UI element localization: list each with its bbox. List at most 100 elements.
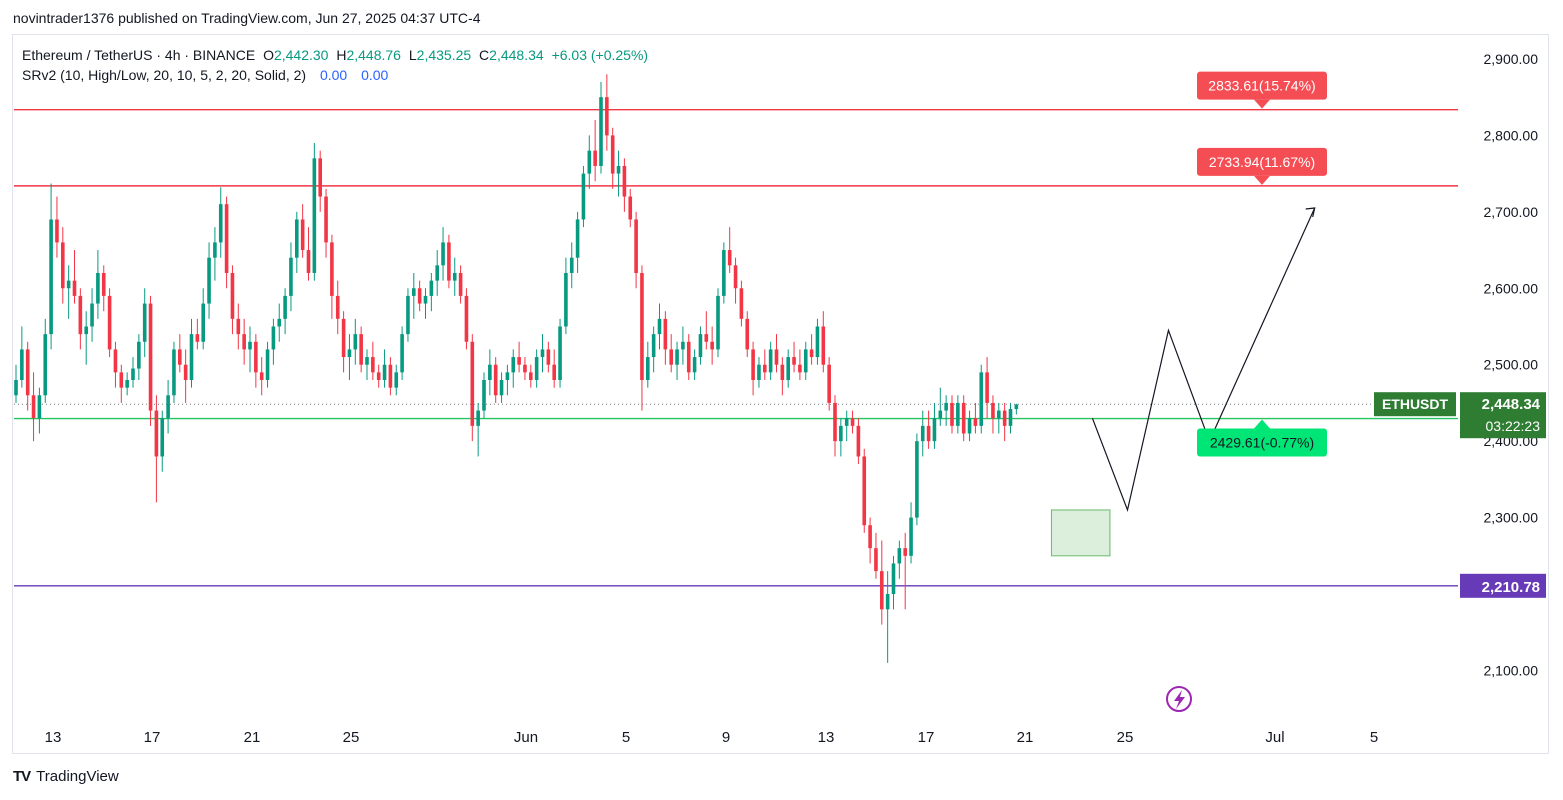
candle-body (698, 334, 703, 358)
candle-body (523, 364, 527, 373)
level-label-text: 2429.61(-0.77%) (1210, 435, 1314, 451)
candle-body (616, 165, 621, 174)
level-label-pointer (1254, 419, 1270, 429)
candle-body (628, 196, 633, 220)
candle-body (944, 402, 948, 411)
candle-body (587, 150, 592, 174)
candle-body (651, 334, 656, 358)
candle-body (833, 402, 837, 442)
candle-body (154, 410, 159, 457)
candle-body (850, 418, 855, 426)
candle-body (148, 303, 153, 411)
candle-body (710, 341, 714, 350)
close-label: C2,448.34 (479, 47, 544, 63)
candle-body (201, 303, 205, 342)
time-tick-label: 17 (918, 729, 935, 746)
candle-body (178, 349, 182, 365)
candle-body (300, 219, 305, 251)
candle-body (657, 318, 662, 335)
candle-body (768, 349, 773, 373)
candle-body (429, 280, 434, 296)
price-tick-label: 2,900.00 (1484, 51, 1539, 67)
candle-body (248, 341, 252, 350)
published-by: novintrader1376 published on TradingView… (13, 10, 481, 26)
candle-body (634, 219, 638, 273)
chart-frame (12, 34, 1549, 754)
candle-body (447, 242, 451, 281)
candle-body (417, 288, 422, 304)
horizontal-levels (14, 108, 1458, 587)
price-tick-label: 2,800.00 (1484, 127, 1539, 143)
candle-body (61, 242, 65, 289)
indicator-label[interactable]: SRv2 (10, High/Low, 20, 10, 5, 2, 20, So… (22, 67, 307, 83)
candle-body (605, 97, 609, 136)
candle-body (131, 368, 135, 380)
price-axis[interactable]: 2,900.00 2,800.00 2,700.00 2,600.00 2,500.00… (1484, 51, 1539, 679)
candle-body (961, 402, 966, 434)
open-label: O2,442.30 (263, 47, 329, 63)
candle-body (259, 372, 264, 380)
candle-body (839, 425, 843, 442)
candle-body (306, 250, 311, 273)
candle-body (218, 204, 223, 243)
ohlc-row: Ethereum / TetherUS · 4h · BINANCE O2,44… (22, 45, 652, 65)
candle-body (160, 418, 165, 457)
time-axis[interactable]: 13 17 21 25 Jun 5 9 13 17 21 25 Jul 5 (45, 729, 1379, 746)
time-tick-label: 21 (1017, 729, 1034, 746)
candle-body (932, 418, 937, 442)
candles (14, 74, 1019, 663)
candle-body (646, 357, 650, 380)
candle-body (751, 349, 755, 380)
candle-body (49, 219, 53, 335)
candle-body (827, 364, 831, 403)
candle-body (283, 295, 287, 319)
time-tick-label: 21 (244, 729, 261, 746)
candle-body (686, 341, 691, 373)
time-tick-label: 5 (622, 729, 630, 746)
projection-line (1091, 207, 1316, 513)
time-tick-label: Jun (514, 729, 538, 746)
candle-body (885, 594, 890, 610)
level-label-text: 2833.61(15.74%) (1208, 78, 1315, 94)
time-tick-label: Jul (1265, 729, 1284, 746)
candle-body (716, 295, 720, 350)
low-label: L2,435.25 (408, 47, 472, 63)
candle-body (84, 326, 88, 335)
candle-body (341, 318, 346, 358)
candle-body (113, 349, 118, 373)
indicator-value-1: 0.00 (319, 67, 348, 83)
candle-body (640, 272, 644, 380)
candle-body (997, 410, 1001, 419)
candle-body (394, 372, 399, 388)
candle-body (295, 219, 299, 258)
candle-body (271, 326, 276, 350)
current-price-badge (1460, 392, 1546, 439)
candle-body (546, 349, 551, 365)
candle-body (675, 349, 679, 365)
candle-body (757, 364, 761, 380)
price-tick-label: 2,500.00 (1484, 357, 1539, 373)
candle-body (844, 418, 849, 426)
candle-body (423, 295, 428, 304)
candle-body (25, 349, 30, 396)
candle-body (312, 158, 317, 273)
footer-brand[interactable]: TV TradingView (13, 768, 119, 785)
current-price-text: 2,448.34 (1482, 396, 1541, 413)
time-tick-label: 13 (45, 729, 62, 746)
symbol-badge-text: ETHUSDT (1382, 396, 1449, 412)
lightning-icon[interactable] (1166, 686, 1192, 712)
price-tick-label: 2,700.00 (1484, 204, 1539, 220)
candle-body (66, 280, 71, 289)
candle-body (382, 364, 387, 380)
candle-body (72, 280, 77, 296)
symbol-label[interactable]: Ethereum / TetherUS · 4h · BINANCE (22, 47, 256, 63)
candle-body (371, 357, 375, 373)
level-label-pointer (1254, 175, 1270, 185)
candle-body (938, 410, 943, 419)
candle-body (20, 349, 24, 380)
candle-body (101, 272, 106, 296)
indicator-value-2: 0.00 (361, 67, 389, 83)
candle-body (622, 165, 627, 197)
candle-body (956, 402, 960, 426)
